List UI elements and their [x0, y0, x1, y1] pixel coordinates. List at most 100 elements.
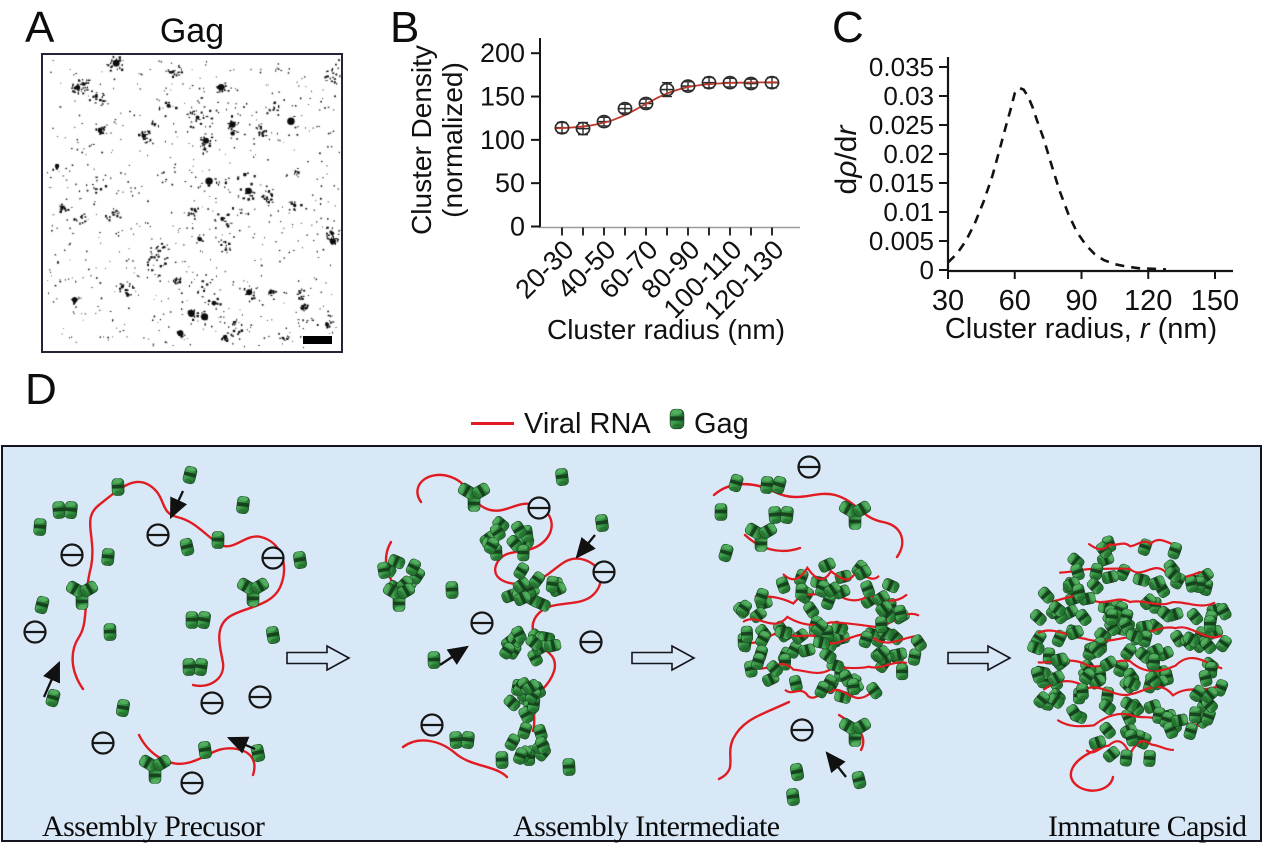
gag-capsule [52, 501, 66, 519]
gag-capsule [854, 565, 872, 581]
gag-capsule [517, 544, 530, 562]
pointer-arrow-icon [169, 490, 188, 520]
gag-capsule [1099, 655, 1118, 672]
gag-capsule [811, 619, 829, 637]
rna-strand [743, 533, 802, 553]
micrograph-canvas [43, 55, 341, 351]
gag-capsule [101, 548, 115, 566]
rna-strand [1037, 656, 1223, 673]
gag-capsule [427, 651, 441, 669]
rna-strand [416, 473, 602, 733]
data-point [680, 79, 696, 93]
panel-b-x-axis-label: Cluster radius (nm) [546, 314, 786, 345]
gag-capsule [293, 550, 307, 570]
pointer-arrow-icon [42, 660, 61, 698]
gag-capsule [512, 576, 530, 594]
rna-strand [784, 687, 878, 700]
gag-capsule [1167, 541, 1183, 560]
gag-capsule [819, 647, 837, 664]
x-tick-label: 30 [932, 285, 964, 317]
gag-capsule [45, 688, 61, 708]
legend-gag-label: Gag [694, 408, 749, 440]
panel-c-x-axis-label: Cluster radius, r (nm) [944, 313, 1218, 345]
gag-capsule [499, 642, 516, 660]
gag-capsule [1030, 666, 1046, 684]
gag-capsule [405, 558, 422, 576]
gag-capsule [1203, 615, 1216, 633]
data-point [764, 75, 780, 90]
gag-capsule [562, 758, 576, 776]
y-tick-label: 0 [510, 212, 525, 242]
charge-minus-icon [248, 685, 272, 709]
gag-capsule [669, 408, 685, 430]
pointer-arrow-icon [226, 736, 256, 754]
gag-capsule [1048, 600, 1066, 617]
data-point [554, 120, 570, 135]
gag-capsule [1125, 628, 1144, 644]
gag-capsule [1215, 635, 1232, 653]
y-tick-label: 0.03 [883, 81, 934, 111]
micrograph-image [41, 53, 343, 353]
gag-capsule [528, 571, 546, 589]
gag-capsule [875, 600, 893, 617]
gag-capsule [789, 762, 805, 782]
gag-capsule [760, 476, 774, 494]
gag-capsule [103, 623, 117, 641]
data-point [596, 114, 612, 129]
gag-capsule [882, 578, 900, 594]
gag-capsule [545, 575, 559, 593]
gag-capsule [471, 482, 491, 500]
gag-capsule [852, 500, 872, 518]
data-point [743, 76, 759, 91]
rna-strand [1088, 538, 1172, 551]
gag-capsule [803, 601, 820, 619]
legend-viral-rna-label: Viral RNA [524, 408, 651, 440]
gag-capsule [544, 638, 562, 653]
pointer-arrow-icon [575, 534, 596, 559]
gag-capsule [858, 630, 874, 649]
gag-capsule [179, 537, 195, 557]
gag-capsule [775, 576, 791, 594]
charge-minus-icon [180, 771, 204, 795]
gag-capsule [33, 518, 47, 536]
gag-capsule [866, 682, 883, 700]
gag-capsule [818, 557, 836, 573]
gag-capsule [382, 582, 402, 600]
gag-capsule [1037, 586, 1055, 604]
gag-capsule [860, 580, 876, 598]
gag-capsule [910, 634, 927, 652]
x-tick-label: 60 [999, 285, 1031, 317]
gag-capsule [196, 610, 212, 630]
gag-capsule [489, 523, 506, 541]
gag-capsule [1102, 746, 1120, 763]
gag-capsule [1145, 670, 1162, 689]
gag-capsule [740, 625, 754, 643]
pointer-arrow-icon [825, 751, 847, 778]
gag-capsule [449, 731, 463, 749]
gag-capsule [1047, 670, 1065, 686]
gag-capsule [64, 501, 78, 519]
gag-capsule [511, 520, 527, 539]
gag-capsule [65, 580, 85, 598]
y-tick-label: 0.035 [869, 52, 934, 82]
gag-capsule [1088, 735, 1107, 750]
gag-capsule [1050, 652, 1068, 667]
progression-arrow-icon [631, 644, 696, 672]
gag-capsule [1189, 684, 1206, 702]
charts-svg: 05010015020000.0050.010.0150.020.0250.03… [480, 38, 1239, 317]
rna-strand [1069, 747, 1115, 792]
gag-capsule [1182, 631, 1200, 648]
gag-capsule [1086, 577, 1104, 595]
x-tick-label: 150 [1191, 285, 1239, 317]
gag-capsule [1201, 686, 1219, 704]
stage-label-capsid: Immature Capsid [1048, 810, 1247, 843]
charge-minus-icon [23, 620, 47, 644]
data-point [722, 75, 738, 90]
charge-minus-icon [790, 718, 814, 742]
panel-a-label: A [25, 3, 55, 52]
gag-capsule [1164, 566, 1182, 583]
gag-capsule [1105, 608, 1119, 626]
gag-capsule [79, 580, 99, 598]
y-tick-label: 0.01 [883, 197, 934, 227]
gag-capsule [1066, 704, 1083, 722]
